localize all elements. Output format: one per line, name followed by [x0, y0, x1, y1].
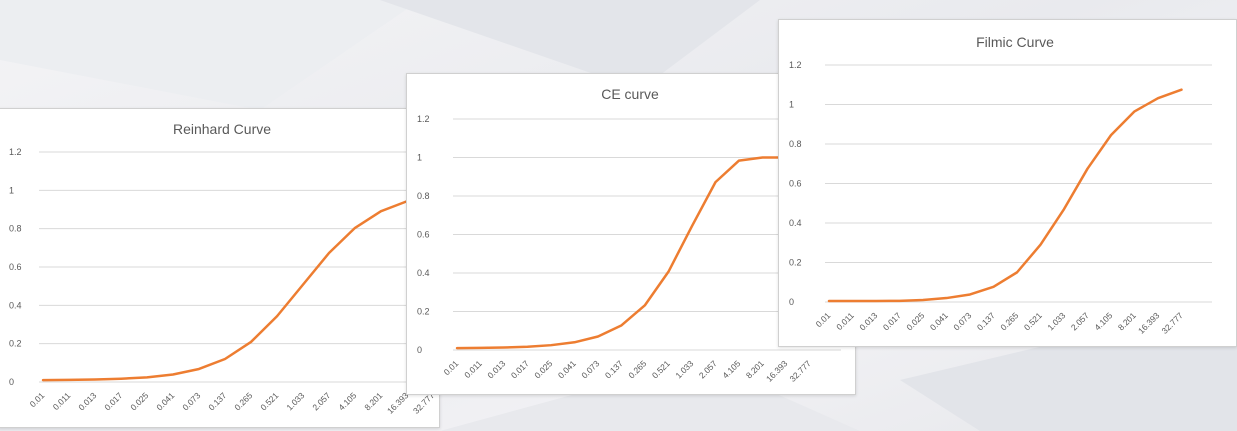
y-tick-label: 1 — [9, 185, 14, 195]
x-tick-label: 0.073 — [180, 390, 202, 412]
x-tick-label: 0.265 — [626, 358, 648, 380]
y-tick-label: 0.4 — [417, 268, 430, 278]
y-tick-label: 0.6 — [417, 230, 430, 240]
x-tick-label: 0.041 — [928, 310, 950, 332]
x-tick-label: 0.025 — [532, 358, 554, 380]
x-tick-label: 0.017 — [881, 310, 903, 332]
x-tick-label: 4.105 — [1092, 310, 1114, 332]
x-tick-label: 0.025 — [904, 310, 926, 332]
x-tick-label: 0.137 — [975, 310, 997, 332]
y-tick-label: 1.2 — [789, 60, 802, 70]
chart-title: CE curve — [601, 86, 659, 102]
x-tick-label: 0.011 — [462, 358, 484, 380]
x-tick-label: 0.137 — [206, 390, 228, 412]
y-tick-label: 0.2 — [9, 339, 22, 349]
x-tick-label: 0.137 — [603, 358, 625, 380]
chart-title: Filmic Curve — [976, 34, 1054, 50]
x-tick-label: 0.041 — [154, 390, 176, 412]
chart-panel-filmic: Filmic Curve 0 0.2 0.4 0.6 0.8 1 1.2 0.01 0.011 0… — [778, 19, 1237, 347]
x-tick-label: 0.521 — [650, 358, 672, 380]
x-tick-label: 0.01 — [28, 390, 47, 409]
y-tick-label: 1 — [789, 100, 794, 110]
x-tick-label: 1.033 — [673, 358, 695, 380]
x-tick-label: 1.033 — [284, 390, 306, 412]
y-tick-label: 0 — [9, 377, 14, 387]
y-tick-label: 0.8 — [417, 191, 430, 201]
y-tick-label: 0.6 — [9, 262, 22, 272]
x-tick-label: 0.01 — [814, 310, 833, 329]
series-line — [827, 88, 1183, 303]
x-tick-label: 0.041 — [556, 358, 578, 380]
y-tick-label: 1.2 — [9, 147, 22, 157]
x-tick-label: 0.521 — [258, 390, 280, 412]
x-tick-label: 2.057 — [1069, 310, 1091, 332]
y-tick-label: 0.2 — [417, 307, 430, 317]
y-tick-label: 0.8 — [9, 224, 22, 234]
series-line — [41, 194, 435, 382]
x-tick-label: 2.057 — [697, 358, 719, 380]
x-tick-label: 0.013 — [76, 390, 98, 412]
x-tick-label: 16.393 — [1136, 310, 1162, 336]
x-tick-label: 0.01 — [442, 358, 461, 377]
x-tick-label: 0.265 — [998, 310, 1020, 332]
y-tick-label: 1 — [417, 153, 422, 163]
x-tick-label: 0.073 — [579, 358, 601, 380]
x-tick-label: 0.013 — [857, 310, 879, 332]
chart-panel-reinhard: Reinhard Curve 0 0.2 0.4 0.6 0.8 1 1.2 0.01 0.01… — [0, 108, 440, 428]
x-tick-label: 8.201 — [744, 358, 766, 380]
x-tick-label: 32.777 — [1159, 310, 1185, 336]
y-tick-label: 0.4 — [9, 300, 22, 310]
y-tick-label: 0 — [789, 297, 794, 307]
y-tick-label: 0.2 — [789, 258, 802, 268]
y-tick-label: 0.6 — [789, 179, 802, 189]
x-tick-label: 0.073 — [951, 310, 973, 332]
x-tick-label: 0.265 — [232, 390, 254, 412]
chart-title: Reinhard Curve — [173, 121, 271, 137]
x-tick-label: 4.105 — [336, 390, 358, 412]
series-line — [455, 156, 811, 350]
x-tick-label: 2.057 — [310, 390, 332, 412]
y-tick-label: 0 — [417, 345, 422, 355]
x-tick-label: 0.011 — [51, 390, 73, 412]
x-tick-label: 0.017 — [102, 390, 124, 412]
y-tick-label: 1.2 — [417, 114, 430, 124]
x-tick-label: 0.521 — [1022, 310, 1044, 332]
x-tick-label: 0.011 — [834, 310, 856, 332]
x-tick-label: 0.017 — [509, 358, 531, 380]
x-tick-label: 0.025 — [128, 390, 150, 412]
chart-filmic: Filmic Curve 00.20.40.60.811.20.01 0.011 0… — [789, 34, 1212, 336]
x-tick-label: 8.201 — [1116, 310, 1138, 332]
x-tick-label: 4.105 — [720, 358, 742, 380]
x-tick-label: 32.777 — [787, 358, 813, 384]
y-tick-label: 0.8 — [789, 139, 802, 149]
x-tick-label: 16.393 — [764, 358, 790, 384]
x-tick-label: 8.201 — [362, 390, 384, 412]
x-tick-label: 0.013 — [485, 358, 507, 380]
y-tick-label: 0.4 — [789, 218, 802, 228]
chart-reinhard: Reinhard Curve 00.20.40.60.811.20.01 0.01… — [9, 121, 437, 416]
x-tick-label: 1.033 — [1045, 310, 1067, 332]
